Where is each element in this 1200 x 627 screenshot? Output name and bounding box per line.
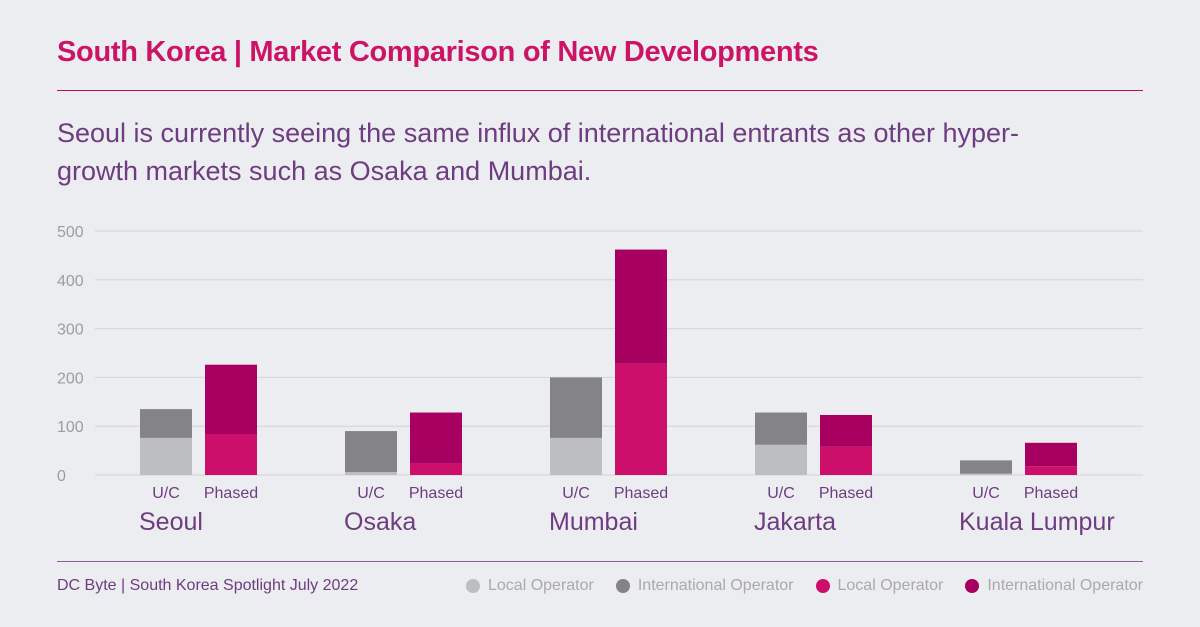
category-label: Mumbai: [549, 508, 638, 536]
y-tick-label: 400: [57, 273, 84, 290]
page-subtitle: Seoul is currently seeing the same influ…: [57, 118, 1020, 186]
bar-label: U/C: [562, 485, 590, 502]
bar-label: Phased: [819, 485, 873, 502]
bar-local-operator: [345, 472, 397, 475]
bar-label: Phased: [409, 485, 463, 502]
bar-local-operator: [205, 434, 257, 475]
bar-local-operator: [615, 363, 667, 475]
bar-local-operator: [1025, 466, 1077, 475]
source-note: DC Byte | South Korea Spotlight July 202…: [57, 577, 359, 594]
title-divider: [57, 90, 1143, 91]
footer-divider: [57, 561, 1143, 562]
legend-label: International Operator: [637, 577, 794, 594]
bar-label: U/C: [972, 485, 1000, 502]
bar-label: U/C: [357, 485, 385, 502]
bar-local-operator: [140, 437, 192, 475]
bar-local-operator: [820, 446, 872, 475]
legend-label: Local Operator: [837, 577, 944, 594]
legend-swatch-icon: [615, 579, 630, 593]
bar-international-operator: [1025, 442, 1077, 467]
legend-item-phased-local: Local Operator: [815, 577, 944, 595]
legend-item-uc-local: Local Operator: [466, 577, 594, 595]
y-tick-label: 300: [57, 322, 84, 339]
bar-international-operator: [205, 364, 257, 435]
category-label: Osaka: [344, 508, 416, 536]
bar-label: Phased: [1024, 485, 1078, 502]
y-tick-label: 500: [57, 224, 84, 241]
category-label: Seoul: [139, 508, 203, 536]
bar-international-operator: [410, 412, 462, 464]
bar-international-operator: [345, 431, 397, 473]
bar-label: U/C: [767, 485, 795, 502]
legend-swatch-icon: [815, 579, 830, 593]
bar-local-operator: [960, 473, 1012, 475]
y-tick-label: 200: [57, 370, 84, 387]
y-tick-label: 0: [57, 468, 66, 485]
bar-local-operator: [550, 437, 602, 475]
legend-label: Local Operator: [488, 577, 594, 594]
legend-item-phased-international: International Operator: [965, 577, 1143, 595]
legend-label: International Operator: [987, 577, 1143, 594]
bar-international-operator: [755, 412, 807, 445]
bar-international-operator: [615, 249, 667, 364]
category-label: Jakarta: [754, 508, 836, 536]
legend-swatch-icon: [965, 579, 980, 593]
category-label: Kuala Lumpur: [959, 508, 1115, 536]
bar-international-operator: [820, 414, 872, 447]
bar-local-operator: [755, 444, 807, 475]
bar-label: U/C: [152, 485, 180, 502]
legend-swatch-icon: [466, 579, 480, 593]
bar-local-operator: [410, 463, 462, 475]
bar-label: Phased: [614, 485, 668, 502]
bar-label: Phased: [204, 485, 258, 502]
bar-international-operator: [550, 377, 602, 438]
bar-international-operator: [960, 460, 1012, 474]
y-tick-label: 100: [57, 419, 84, 436]
chart-legend: Local Operator International Operator Lo…: [466, 577, 1143, 595]
bar-international-operator: [140, 409, 192, 438]
legend-item-uc-international: International Operator: [615, 577, 794, 595]
page-title: South Korea | Market Comparison of New D…: [57, 36, 819, 68]
